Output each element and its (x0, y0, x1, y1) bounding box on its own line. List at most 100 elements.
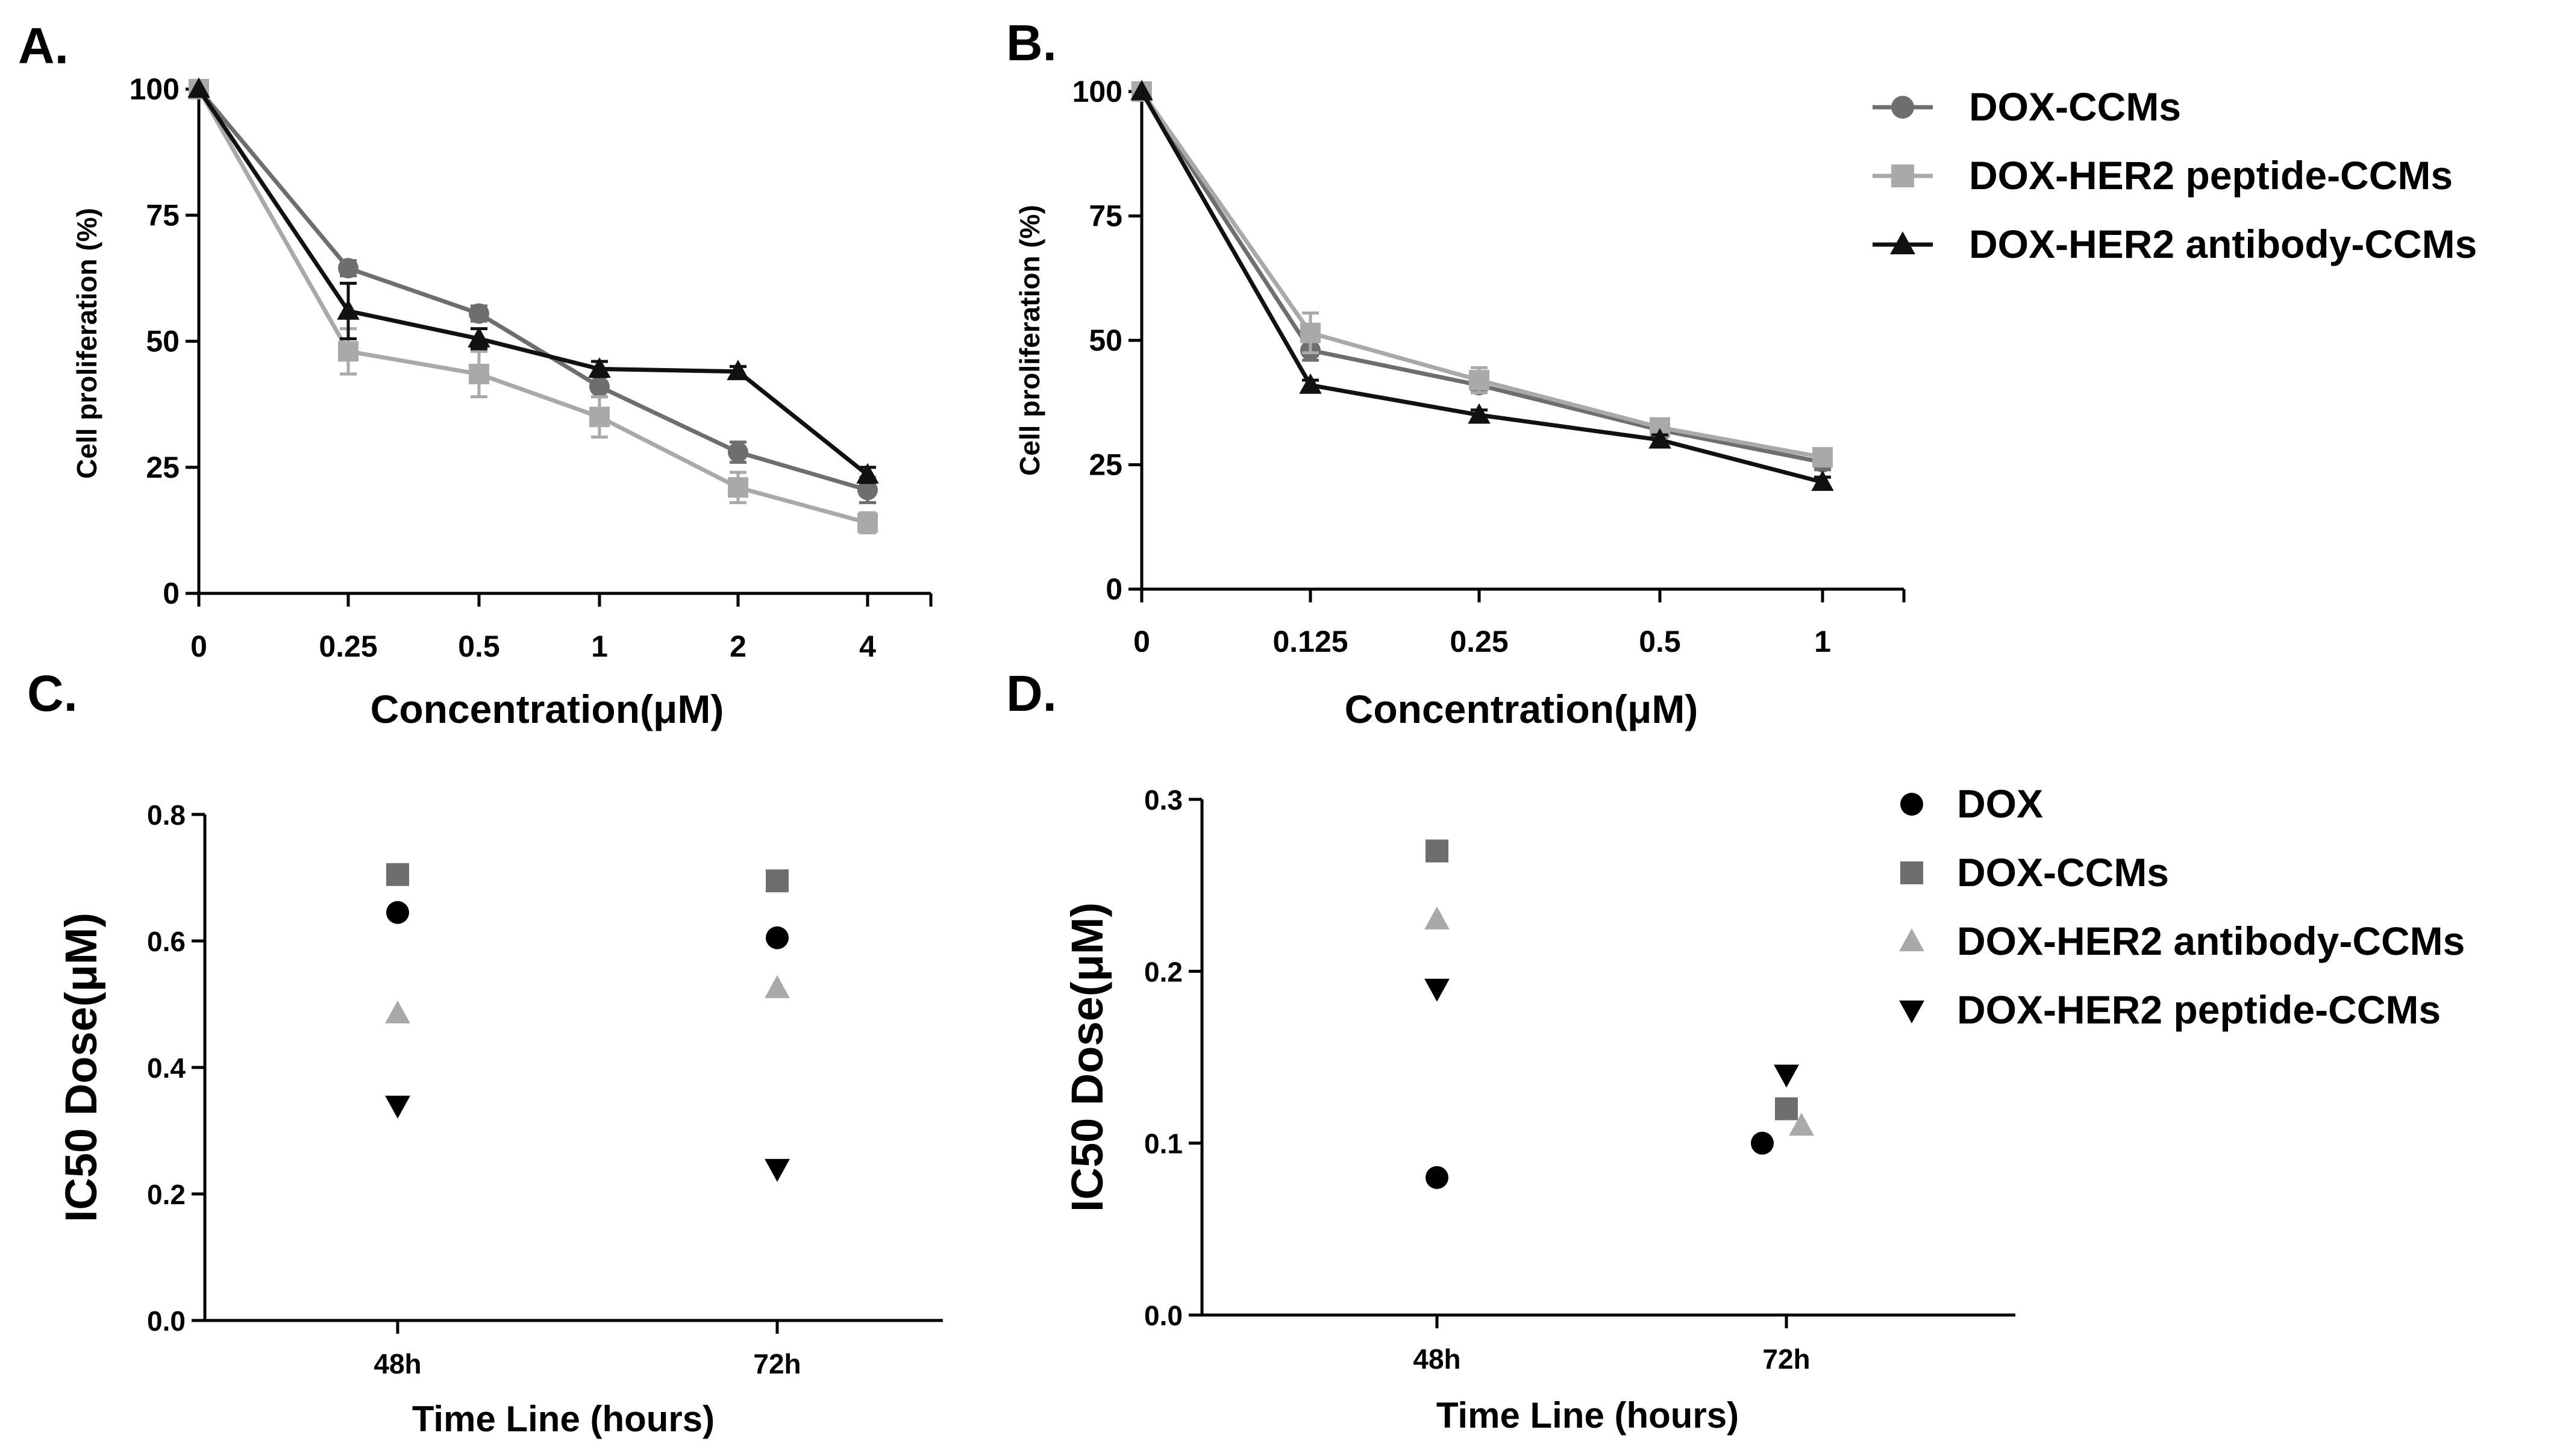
x-tick-label: 4 (859, 630, 876, 663)
x-tick-label: 1 (591, 630, 608, 663)
y-tick-label: 0.6 (147, 926, 186, 957)
series-dox-ccms (189, 79, 878, 504)
series-dox-her2-peptide-ccms (385, 1095, 790, 1182)
y-axis-title: IC50 Dose(μM) (1062, 902, 1112, 1212)
legend-item: DOX-CCMs (1900, 850, 2169, 895)
data-point (1130, 80, 1153, 101)
x-tick-label: 0.25 (1450, 625, 1508, 658)
data-point (856, 463, 879, 484)
data-point (385, 1095, 410, 1119)
series-dox-her2-antibody-ccms (1130, 80, 1834, 491)
series-dox (1426, 1131, 1774, 1189)
data-point (1426, 1166, 1448, 1189)
series-dox-her2-peptide-ccms (1424, 978, 1799, 1088)
y-tick-label: 0.2 (147, 1179, 186, 1210)
data-point (589, 407, 610, 428)
y-tick-label: 75 (146, 198, 180, 232)
legend-item: DOX-HER2 peptide-CCMs (1899, 987, 2441, 1032)
data-point (469, 363, 489, 384)
panel-a: A. 0 25 50 75 100 0 0.25 0.5 1 2 4 Concentration(μM)… (18, 17, 933, 731)
data-point (386, 901, 409, 924)
panel-label: D. (1006, 665, 1057, 722)
series-dox-her2-antibody-ccms (1424, 906, 1814, 1136)
legend-marker (1891, 96, 1914, 119)
y-tick-label: 0 (1106, 572, 1122, 606)
x-tick-label: 48h (1413, 1343, 1460, 1375)
y-tick-label: 25 (1089, 448, 1122, 482)
x-axis-title: Concentration(μM) (1345, 687, 1698, 731)
data-point (1811, 470, 1834, 491)
x-tick-label: 0.5 (1639, 625, 1681, 658)
series-dox-her2-peptide-ccms (1131, 81, 1833, 468)
legend-label: DOX-HER2 antibody-CCMs (1957, 919, 2465, 963)
series-line (197, 88, 869, 477)
x-tick-label: 0.5 (458, 630, 500, 663)
panel-d: D. 0.0 0.1 0.2 0.3 48h 72h Time Line (hours) IC5… (1006, 665, 2015, 1436)
legend-label: DOX-CCMs (1957, 850, 2169, 895)
x-axis-title: Time Line (hours) (1436, 1395, 1739, 1436)
legend-marker (1891, 164, 1914, 187)
series-dox (386, 901, 789, 949)
x-tick-label: 72h (753, 1348, 801, 1379)
data-point (727, 360, 750, 381)
y-tick-label: 25 (146, 451, 180, 484)
legend-marker (1899, 928, 1924, 952)
y-tick-label: 100 (130, 72, 180, 106)
y-axis-title: Cell proliferation (%) (1014, 205, 1045, 476)
data-point (1789, 1113, 1814, 1136)
series-dox-her2-antibody-ccms (385, 975, 790, 1023)
data-point (728, 442, 748, 463)
x-tick-label: 0.25 (319, 630, 377, 663)
data-point (857, 480, 878, 501)
data-point (765, 975, 790, 998)
data-point (765, 1158, 790, 1182)
data-point (1300, 322, 1321, 343)
legend-label: DOX-HER2 antibody-CCMs (1969, 222, 2477, 266)
y-axis-title: Cell proliferation (%) (71, 208, 102, 479)
data-point (1648, 428, 1671, 449)
x-tick-label: 0.125 (1272, 625, 1348, 658)
legend-item: DOX-HER2 antibody-CCMs (1899, 919, 2465, 963)
data-point (338, 341, 358, 362)
data-point (385, 1000, 410, 1023)
series-dox-ccms (1426, 839, 1798, 1120)
data-point (728, 477, 748, 498)
data-point (1299, 373, 1322, 394)
data-point (187, 77, 210, 98)
x-axis-title: Time Line (hours) (412, 1399, 715, 1439)
legend-bottom: DOX DOX-CCMs DOX-HER2 antibody-CCMs DOX-HER… (1899, 781, 2465, 1032)
data-point (766, 869, 789, 893)
data-point (1774, 1064, 1799, 1088)
x-tick-label: 0 (190, 630, 207, 663)
y-tick-label: 0.0 (147, 1305, 186, 1337)
y-tick-label: 0.0 (1144, 1300, 1183, 1331)
data-point (469, 303, 489, 324)
y-tick-label: 75 (1089, 199, 1122, 233)
data-point (1468, 403, 1491, 424)
series-line (1140, 90, 1823, 464)
panel-c: C. 0.0 0.2 0.4 0.6 0.8 48h 72h Time Line (hours)… (27, 665, 943, 1439)
data-point (589, 376, 610, 397)
data-point (337, 299, 360, 320)
data-point (468, 327, 490, 348)
y-tick-label: 50 (146, 325, 180, 358)
legend-marker (1899, 1000, 1924, 1023)
x-tick-label: 48h (374, 1348, 421, 1379)
legend-label: DOX-HER2 peptide-CCMs (1957, 987, 2441, 1032)
y-tick-label: 0.1 (1144, 1128, 1183, 1160)
data-point (1424, 978, 1450, 1002)
data-point (766, 926, 789, 949)
data-point (857, 512, 878, 533)
y-axis-title: IC50 Dose(μM) (56, 913, 106, 1222)
legend-label: DOX-HER2 peptide-CCMs (1969, 153, 2453, 198)
data-point (1426, 839, 1448, 863)
y-tick-label: 0.4 (147, 1052, 186, 1084)
data-point (1751, 1131, 1774, 1155)
panel-label: B. (1006, 14, 1057, 71)
series-dox-her2-antibody-ccms (187, 77, 879, 484)
x-tick-label: 1 (1814, 625, 1831, 658)
data-point (1424, 906, 1450, 930)
panel-label: A. (18, 17, 69, 74)
legend-item: DOX-HER2 peptide-CCMs (1873, 153, 2453, 198)
